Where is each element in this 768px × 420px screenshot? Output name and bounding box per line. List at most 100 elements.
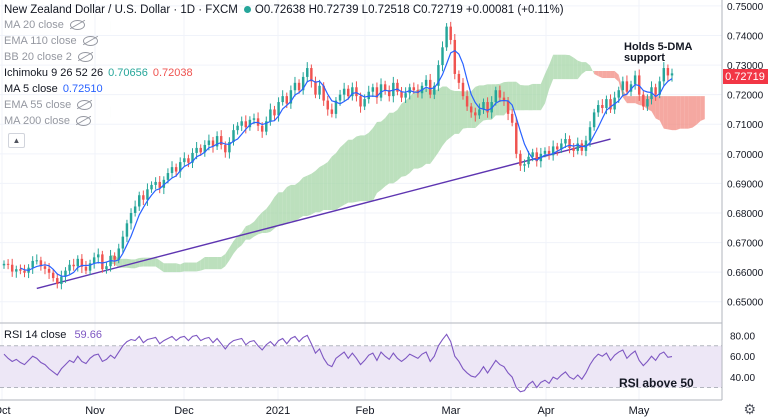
candle-body: [101, 254, 104, 270]
time-tick-label: 2021: [266, 405, 290, 417]
collapse-legend-button[interactable]: ▲: [8, 133, 25, 148]
candle-body: [342, 88, 346, 95]
candle-body: [293, 82, 297, 91]
kumo-segment: [532, 83, 537, 111]
kumo-segment: [323, 161, 328, 211]
candle-body: [605, 99, 608, 108]
kumo-segment: [241, 226, 246, 246]
kumo-segment: [651, 96, 656, 119]
candle-body: [469, 106, 473, 113]
price-tick-label: 0.72000: [727, 91, 764, 102]
chart-header[interactable]: New Zealand Dollar / U.S. Dollar · 1D · …: [4, 3, 564, 17]
kumo-segment: [360, 135, 365, 202]
eye-off-icon[interactable]: [82, 36, 98, 47]
last-price-label: 0.72719: [725, 71, 765, 83]
kumo-segment: [331, 153, 336, 211]
candle-body: [642, 94, 645, 107]
candle-body: [609, 99, 612, 110]
eye-off-icon[interactable]: [77, 52, 93, 63]
candle-body: [314, 81, 317, 95]
eye-off-icon[interactable]: [77, 100, 93, 111]
settings-gear-icon[interactable]: ⚙: [743, 401, 756, 417]
candle-body: [310, 68, 313, 82]
indicator-row[interactable]: BB 20 close 2: [4, 50, 93, 64]
time-axis[interactable]: Oct Nov Dec 2021 Feb Mar Apr May: [0, 405, 650, 417]
candle-body: [162, 179, 166, 188]
indicator-row[interactable]: MA 200 close: [4, 114, 92, 128]
price-tick-label: 0.67000: [727, 239, 764, 250]
price-tick-label: 0.73000: [727, 61, 764, 72]
candle-body: [236, 125, 239, 131]
candle-body: [232, 130, 235, 142]
candle-body: [371, 87, 375, 92]
rsi-tick-label: 60.00: [730, 352, 755, 363]
rsi-axis[interactable]: 80.00 60.00 40.00: [730, 331, 755, 384]
kumo-segment: [188, 262, 193, 272]
price-axis[interactable]: 0.75000 0.74000 0.73000 0.72000 0.71000 0.700…: [727, 2, 764, 309]
price-tick-label: 0.69000: [727, 179, 764, 190]
kumo-segment: [454, 90, 459, 134]
candle-body: [580, 143, 584, 151]
symbol-title[interactable]: New Zealand Dollar / U.S. Dollar · 1D · …: [4, 4, 238, 16]
kumo-segment: [110, 0, 111, 264]
indicator-row[interactable]: Ichimoku 9 26 52 26 0.70656 0.72038: [4, 66, 193, 80]
kumo-segment: [233, 235, 238, 254]
kumo-segment: [126, 258, 132, 269]
ma5-layer: [20, 49, 673, 278]
kumo-segment: [208, 256, 214, 270]
eye-off-icon[interactable]: [69, 20, 85, 31]
candle-body: [31, 260, 34, 268]
kumo-segment: [372, 122, 377, 202]
candle-body: [387, 90, 391, 97]
kumo-segment: [458, 90, 463, 134]
rsi-legend-label: RSI 14 close: [4, 329, 67, 341]
kumo-segment: [200, 256, 205, 271]
kumo-segment: [659, 96, 664, 129]
rsi-legend[interactable]: RSI 14 close 59.66: [4, 328, 102, 342]
candle-body: [621, 81, 625, 91]
indicator-row[interactable]: MA 5 close 0.72510: [4, 82, 103, 96]
candle-body: [465, 96, 469, 107]
time-tick-label: May: [629, 405, 650, 417]
candle-body: [556, 146, 559, 150]
indicator-row[interactable]: EMA 55 close: [4, 98, 93, 112]
candle-body: [318, 85, 321, 95]
price-tick-label: 0.66000: [727, 268, 764, 279]
candle-body: [392, 82, 395, 97]
candle-body: [351, 87, 354, 97]
candle-body: [260, 125, 264, 132]
kumo-segment: [565, 54, 570, 80]
rsi-annotation: RSI above 50: [619, 376, 694, 390]
candle-body: [64, 270, 67, 277]
indicator-row[interactable]: EMA 110 close: [4, 34, 98, 48]
kumo-segment: [151, 257, 156, 267]
kumo-segment: [438, 86, 443, 153]
kumo-segment: [553, 54, 558, 80]
candle-body: [588, 127, 592, 141]
kumo-segment: [430, 88, 435, 164]
kumo-segment: [213, 256, 218, 270]
candle-body: [289, 90, 293, 104]
candle-body: [219, 136, 223, 145]
kumo-segment: [581, 62, 586, 74]
candle-body: [576, 143, 579, 151]
kumo-segment: [180, 262, 185, 273]
kumo-segment: [344, 139, 349, 205]
kumo-segment: [614, 70, 619, 82]
kumo-segment: [176, 263, 181, 273]
candle-body: [633, 75, 637, 85]
kumo-segment: [672, 96, 677, 131]
indicator-row[interactable]: MA 20 close: [4, 18, 85, 32]
kumo-segment: [135, 257, 140, 269]
kumo-segment: [335, 147, 341, 211]
candle-body: [281, 96, 284, 103]
kumo-segment: [618, 74, 623, 98]
kumo-segment: [549, 54, 554, 90]
eye-off-icon[interactable]: [76, 116, 92, 127]
kumo-segment: [319, 164, 324, 213]
candle-body: [10, 264, 14, 272]
candle-body: [203, 144, 207, 153]
kumo-segment: [155, 257, 160, 270]
candle-body: [195, 147, 198, 153]
